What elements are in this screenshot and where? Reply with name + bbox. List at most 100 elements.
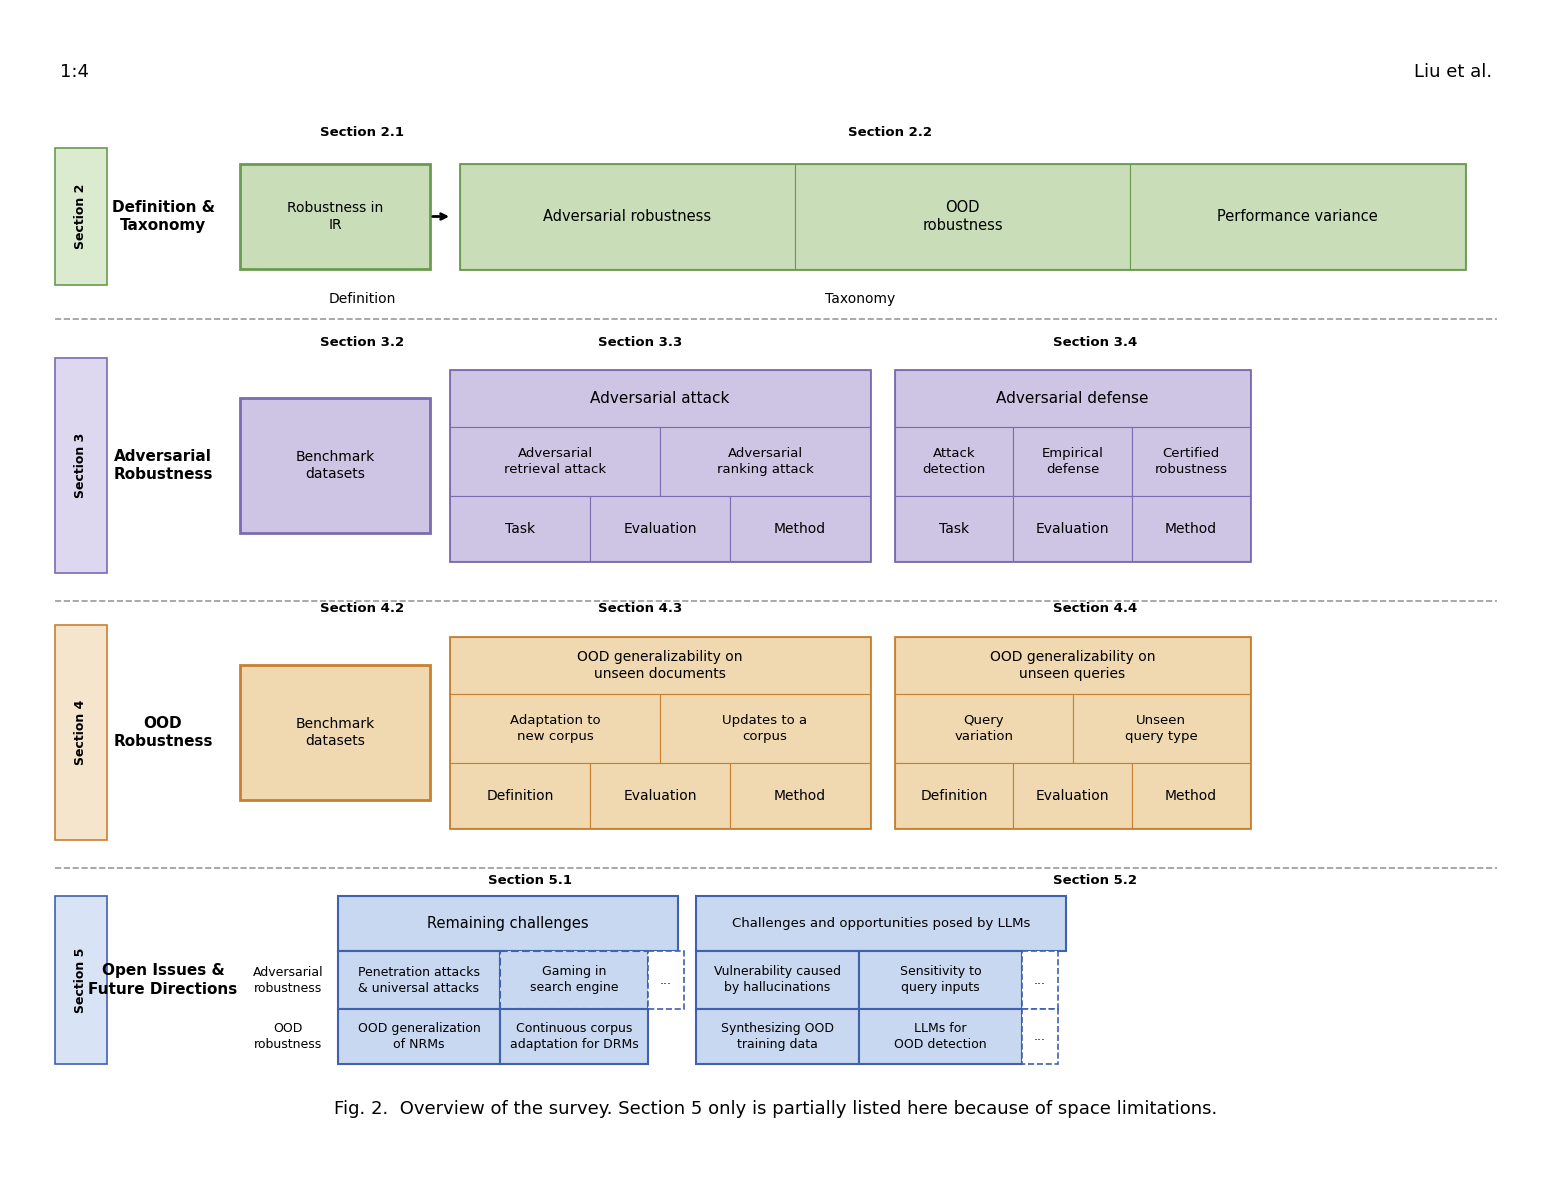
Text: Section 5.1: Section 5.1 — [487, 873, 573, 886]
Text: Benchmark
datasets: Benchmark datasets — [295, 450, 374, 482]
Bar — [1131, 763, 1249, 828]
Text: Adversarial
robustness: Adversarial robustness — [253, 966, 323, 995]
Text: Task: Task — [504, 521, 535, 536]
Text: Section 4.2: Section 4.2 — [320, 602, 404, 615]
Bar — [1131, 496, 1249, 561]
Text: Open Issues &
Future Directions: Open Issues & Future Directions — [88, 963, 237, 997]
Text: Penetration attacks
& universal attacks: Penetration attacks & universal attacks — [359, 966, 480, 995]
Bar — [896, 496, 1013, 561]
Text: OOD
Robustness: OOD Robustness — [113, 715, 213, 749]
Text: Method: Method — [774, 521, 826, 536]
Bar — [1023, 951, 1058, 1009]
Text: Empirical
defense: Empirical defense — [1041, 447, 1103, 476]
Bar — [896, 695, 1072, 763]
Text: Fig. 2.  Overview of the survey. Section 5 only is partially listed here because: Fig. 2. Overview of the survey. Section … — [334, 1100, 1218, 1119]
Bar — [896, 763, 1013, 828]
Text: Section 5: Section 5 — [74, 948, 87, 1013]
Bar — [896, 637, 1249, 695]
Bar — [450, 496, 590, 561]
Text: Task: Task — [939, 521, 970, 536]
Text: Section 2: Section 2 — [74, 184, 87, 249]
Text: OOD
robustness: OOD robustness — [922, 200, 1003, 234]
Text: Section 4.3: Section 4.3 — [598, 602, 683, 615]
Text: ...: ... — [1034, 974, 1046, 986]
Bar — [896, 637, 1249, 828]
Text: Definition: Definition — [920, 789, 989, 803]
Text: LLMs for
OOD detection: LLMs for OOD detection — [894, 1022, 987, 1051]
Text: Method: Method — [1164, 789, 1217, 803]
Bar — [795, 164, 1130, 268]
Text: ...: ... — [1034, 1029, 1046, 1043]
Bar — [459, 164, 1465, 268]
Bar — [1131, 427, 1249, 496]
Text: Section 4: Section 4 — [74, 700, 87, 766]
Bar — [241, 399, 430, 533]
Text: Adversarial
ranking attack: Adversarial ranking attack — [717, 447, 813, 476]
Text: Section 3.4: Section 3.4 — [1052, 336, 1138, 348]
Text: Challenges and opportunities posed by LLMs: Challenges and opportunities posed by LL… — [733, 917, 1031, 931]
Text: Section 2.1: Section 2.1 — [320, 125, 404, 138]
Bar — [1023, 1009, 1058, 1064]
Bar — [660, 427, 871, 496]
Bar — [649, 951, 684, 1009]
Bar — [858, 951, 1023, 1009]
Bar — [1013, 496, 1131, 561]
Bar — [54, 896, 107, 1064]
Bar — [1013, 427, 1131, 496]
Text: Section 3: Section 3 — [74, 433, 87, 498]
Bar — [450, 695, 660, 763]
Text: OOD generalizability on
unseen documents: OOD generalizability on unseen documents — [577, 650, 743, 681]
Text: Section 5.2: Section 5.2 — [1052, 873, 1138, 886]
Text: Sensitivity to
query inputs: Sensitivity to query inputs — [900, 966, 981, 995]
Bar — [695, 896, 1066, 951]
Bar — [450, 427, 660, 496]
Text: OOD generalizability on
unseen queries: OOD generalizability on unseen queries — [990, 650, 1155, 681]
Bar — [338, 1009, 500, 1064]
Text: Gaming in
search engine: Gaming in search engine — [529, 966, 618, 995]
Text: Robustness in
IR: Robustness in IR — [287, 201, 383, 232]
Text: Adversarial defense: Adversarial defense — [996, 391, 1148, 406]
Text: Unseen
query type: Unseen query type — [1125, 714, 1198, 743]
Text: Method: Method — [1164, 521, 1217, 536]
Text: Adaptation to
new corpus: Adaptation to new corpus — [509, 714, 601, 743]
Text: Adversarial
retrieval attack: Adversarial retrieval attack — [504, 447, 607, 476]
Bar — [459, 164, 795, 268]
Bar — [241, 164, 430, 268]
Bar — [450, 637, 871, 695]
Bar — [450, 763, 590, 828]
Text: Section 4.4: Section 4.4 — [1052, 602, 1138, 615]
Bar — [695, 951, 858, 1009]
Text: Vulnerability caused
by hallucinations: Vulnerability caused by hallucinations — [714, 966, 841, 995]
Bar — [590, 763, 729, 828]
Text: Performance variance: Performance variance — [1217, 209, 1378, 224]
Bar — [896, 370, 1249, 427]
Bar — [450, 370, 871, 561]
Bar — [500, 1009, 649, 1064]
Bar — [1130, 164, 1465, 268]
Text: ...: ... — [660, 974, 672, 986]
Bar — [338, 896, 678, 951]
Bar — [450, 370, 871, 427]
Text: OOD
robustness: OOD robustness — [255, 1022, 323, 1051]
Bar — [896, 427, 1013, 496]
Text: Remaining challenges: Remaining challenges — [427, 916, 588, 931]
Text: Query
variation: Query variation — [954, 714, 1013, 743]
Bar — [1013, 763, 1131, 828]
Text: Evaluation: Evaluation — [624, 521, 697, 536]
Text: Liu et al.: Liu et al. — [1414, 63, 1491, 81]
Text: Definition: Definition — [329, 293, 396, 306]
Text: Evaluation: Evaluation — [1035, 521, 1110, 536]
Text: 1:4: 1:4 — [61, 63, 88, 81]
Text: Method: Method — [774, 789, 826, 803]
Bar — [729, 496, 871, 561]
Text: Evaluation: Evaluation — [624, 789, 697, 803]
Bar — [241, 665, 430, 799]
Bar — [896, 370, 1249, 561]
Text: OOD generalization
of NRMs: OOD generalization of NRMs — [357, 1022, 481, 1051]
Text: Adversarial robustness: Adversarial robustness — [543, 209, 711, 224]
Text: Section 3.3: Section 3.3 — [598, 336, 683, 348]
Bar — [54, 148, 107, 285]
Text: Synthesizing OOD
training data: Synthesizing OOD training data — [722, 1022, 833, 1051]
Text: Taxonomy: Taxonomy — [824, 293, 896, 306]
Text: Attack
detection: Attack detection — [922, 447, 986, 476]
